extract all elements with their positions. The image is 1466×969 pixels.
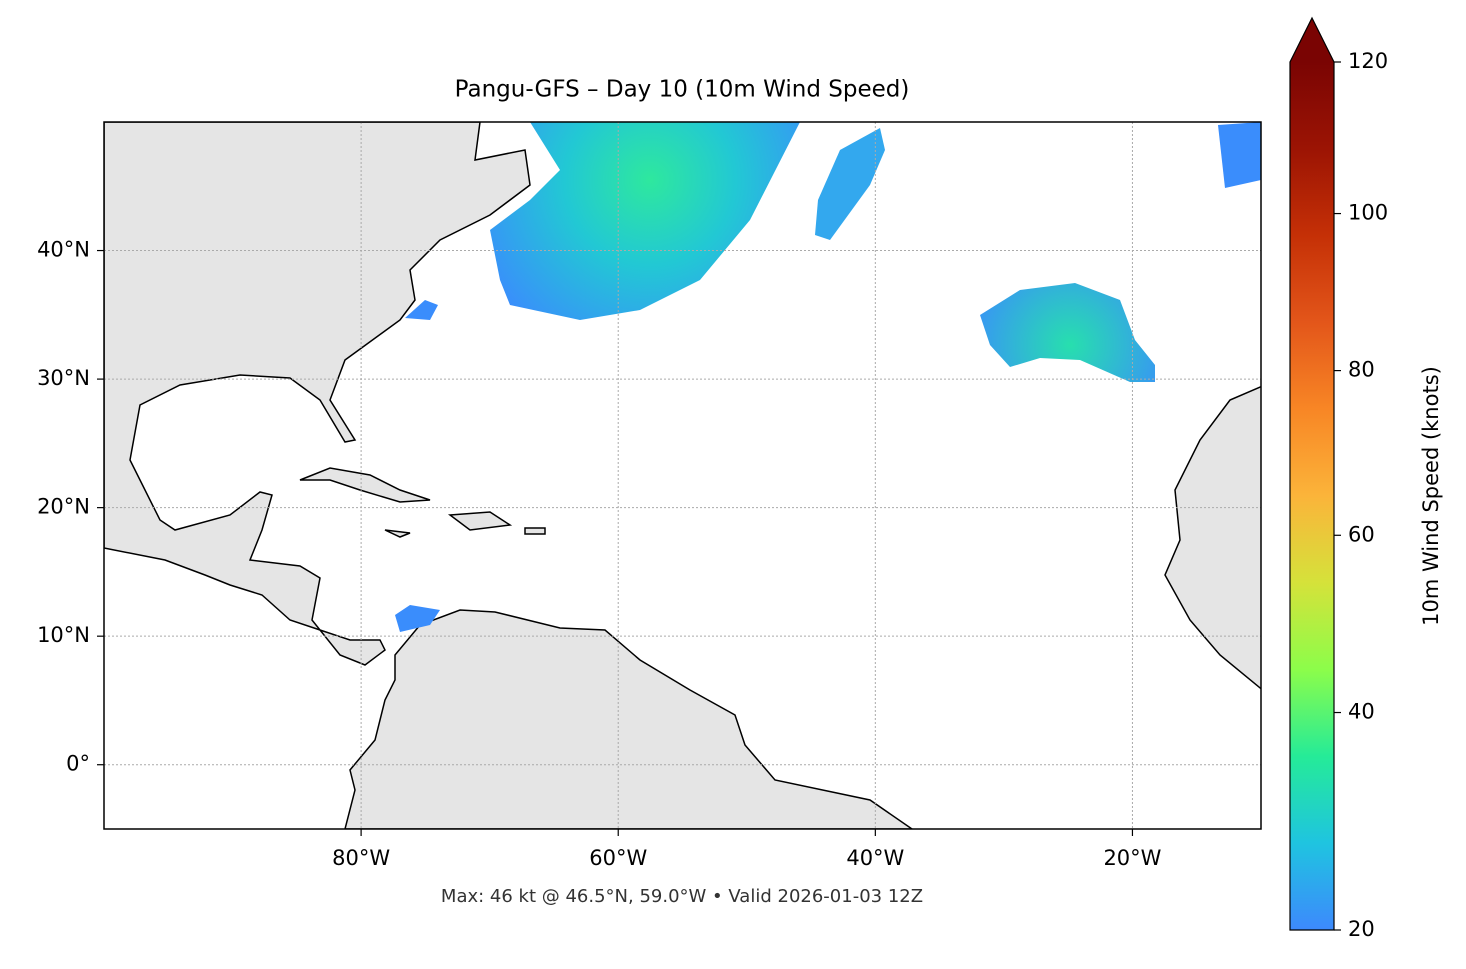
colorbar-tick-label: 20 [1348, 917, 1375, 941]
x-tick-label: 80°W [332, 846, 390, 870]
wind-region [490, 122, 800, 320]
plot-frame [103, 121, 1262, 830]
colorbar-tick-label: 120 [1348, 49, 1388, 73]
wind-field [395, 122, 1261, 632]
colorbar-tick-label: 80 [1348, 358, 1375, 382]
x-tick-label: 60°W [589, 846, 647, 870]
cuba [299, 467, 431, 503]
colorbar-tick-label: 100 [1348, 201, 1388, 225]
hispaniola [447, 511, 513, 531]
colorbar-tick-label: 60 [1348, 522, 1375, 546]
africa [1164, 385, 1261, 690]
y-tick-label: 20°N [37, 495, 90, 519]
wind-region [1218, 122, 1261, 188]
map-area [104, 122, 1261, 829]
wind-region [395, 605, 440, 632]
x-tick-label: 40°W [846, 846, 904, 870]
y-tick-label: 40°N [37, 238, 90, 262]
colorbar-label: 10m Wind Speed (knots) [1419, 366, 1443, 626]
y-tick-label: 10°N [37, 623, 90, 647]
south-america [344, 609, 914, 829]
jamaica [384, 529, 411, 538]
y-tick-label: 30°N [37, 366, 90, 390]
footnote: Max: 46 kt @ 46.5°N, 59.0°W • Valid 2026… [441, 886, 923, 907]
chart-title: Pangu-GFS – Day 10 (10m Wind Speed) [455, 77, 910, 103]
puerto-rico [524, 527, 546, 535]
wind-region [405, 300, 438, 320]
wind-region [980, 283, 1155, 382]
colorbar: 20 40 60 80 100 120 [1289, 16, 1388, 941]
colorbar-tick-label: 40 [1348, 700, 1375, 724]
colorbar-extend [1290, 18, 1334, 62]
y-tick-label: 0° [66, 752, 90, 776]
x-tick-label: 20°W [1103, 846, 1161, 870]
colorbar-scale [1290, 62, 1334, 930]
north-america [104, 122, 531, 666]
grid [104, 122, 1261, 829]
land [104, 122, 1261, 829]
wind-region [815, 128, 885, 240]
axes: 80°W 60°W 40°W 20°W 0° 10°N 20°N 30°N 40°N [37, 238, 1162, 870]
colorbar-frame [1289, 16, 1335, 931]
